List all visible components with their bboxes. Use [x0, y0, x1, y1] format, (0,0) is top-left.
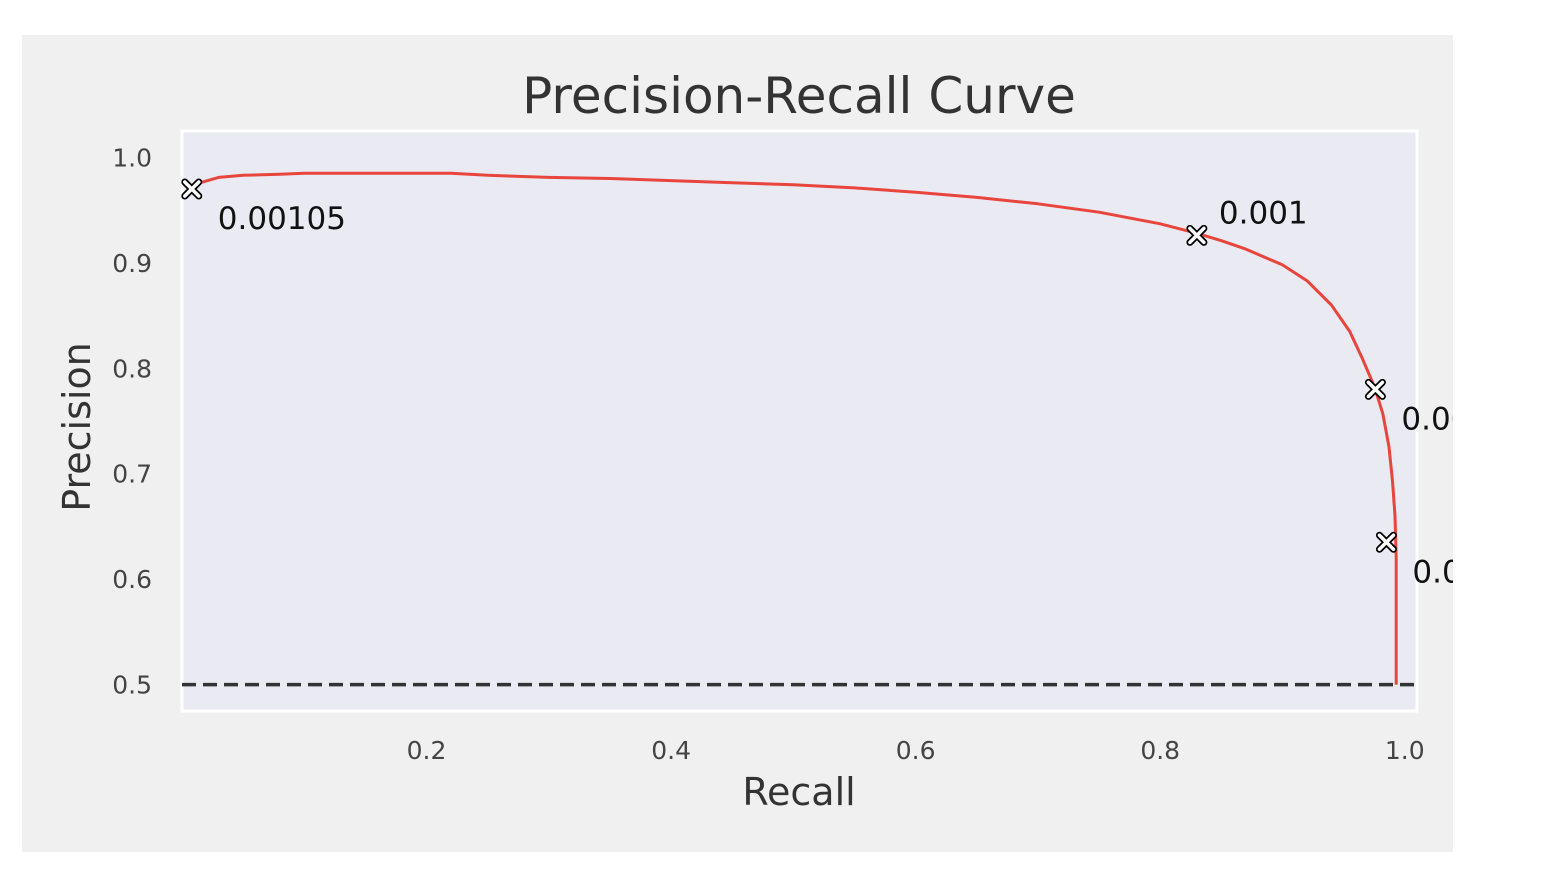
x-tick-label: 0.4	[651, 736, 691, 765]
tick-labels: 0.2 0.4 0.6 0.8 1.0 0.5 0.6 0.7 0.8 0.9 1.0	[112, 143, 1424, 765]
y-tick-label: 0.8	[112, 354, 152, 383]
y-tick-label: 1.0	[112, 143, 152, 172]
threshold-label: 0.001	[1219, 195, 1308, 231]
x-tick-label: 0.6	[896, 736, 936, 765]
threshold-marker	[1375, 531, 1397, 553]
precision-recall-chart: Precision-Recall Curve Recall Precision …	[55, 67, 1453, 814]
threshold-marker	[1186, 224, 1208, 246]
threshold-label: 0.00105	[218, 201, 346, 237]
y-tick-label: 0.9	[112, 249, 152, 278]
chart-figure: Precision-Recall Curve Recall Precision …	[22, 35, 1453, 852]
x-tick-label: 1.0	[1385, 736, 1425, 765]
threshold-label: 0.00094	[1412, 554, 1453, 590]
plot-area	[180, 129, 1419, 713]
y-tick-label: 0.5	[112, 671, 152, 700]
y-tick-label: 0.6	[112, 565, 152, 594]
y-axis-title: Precision	[55, 342, 99, 512]
threshold-marker	[181, 178, 203, 200]
x-tick-label: 0.2	[407, 736, 447, 765]
chart-title: Precision-Recall Curve	[522, 67, 1076, 125]
annotations: 0.00105 0.001 0.00097 0.00094	[181, 178, 1453, 590]
threshold-marker	[1364, 378, 1386, 400]
threshold-label: 0.00097	[1401, 401, 1453, 437]
y-tick-label: 0.7	[112, 460, 152, 489]
x-tick-label: 0.8	[1140, 736, 1180, 765]
x-axis-title: Recall	[742, 770, 855, 814]
